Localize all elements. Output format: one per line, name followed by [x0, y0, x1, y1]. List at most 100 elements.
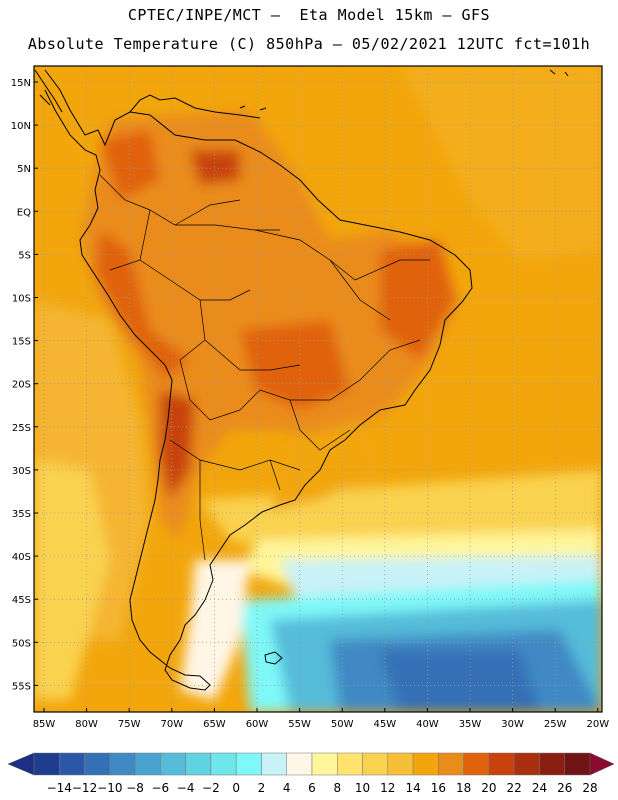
lon-label: 60W [246, 719, 269, 730]
coastlines [34, 69, 569, 691]
lon-label: 25W [544, 719, 567, 730]
lat-label: 55S [12, 681, 31, 692]
colorbar-box [235, 752, 262, 776]
field-northeast-brazil-hot [380, 240, 455, 360]
lon-label: 75W [118, 719, 141, 730]
colorbar-label: 10 [355, 781, 370, 795]
latitude-labels: 15N 10N 5N EQ 5S 10S 15S 20S 25S 30S 35S 40S 45S 50S 5… [11, 78, 38, 692]
colorbar-label: 0 [232, 781, 240, 795]
lon-label: 80W [75, 719, 98, 730]
colorbar-box [286, 752, 313, 776]
colorbar-box [564, 752, 591, 776]
lon-label: 65W [203, 719, 226, 730]
field-venezuela-hot [190, 150, 240, 185]
lat-label: 10N [11, 121, 31, 132]
colorbar-box [311, 752, 338, 776]
lat-label: 20S [12, 380, 31, 391]
south-america-coastline [44, 69, 473, 691]
lat-label: 10S [12, 294, 31, 305]
lon-label: 30W [501, 719, 524, 730]
colorbar-box [463, 752, 490, 776]
temperature-field [34, 66, 602, 712]
lat-label: 15N [11, 78, 31, 89]
colorbar-box [109, 752, 136, 776]
temperature-map: 15N 10N 5N EQ 5S 10S 15S 20S 25S 30S 35S 40S 45S 50S 5… [11, 65, 609, 730]
colorbar-box [337, 752, 363, 776]
lon-label: 20W [586, 719, 609, 730]
colorbar-box [134, 752, 161, 776]
caribbean-islands [239, 69, 569, 111]
colorbar-box [362, 752, 389, 776]
colorbar-label: 20 [481, 781, 496, 795]
colorbar-label: −6 [152, 781, 170, 795]
colorbar-label: 26 [557, 781, 572, 795]
colorbar-boxes [7, 752, 615, 776]
colorbar-label: −2 [202, 781, 220, 795]
colorbar-box [539, 752, 565, 776]
colorbar-label: 8 [333, 781, 341, 795]
colorbar-label: −4 [177, 781, 195, 795]
colorbar-label: 12 [380, 781, 395, 795]
colorbar-under-arrow [7, 752, 35, 776]
colorbar-label: 18 [456, 781, 471, 795]
country-borders [99, 174, 430, 561]
colorbar-label: −12 [72, 781, 97, 795]
colorbar-label: −8 [126, 781, 144, 795]
field-pacific-south [34, 460, 110, 700]
lat-label: 40S [12, 552, 31, 563]
map-frame [33, 65, 603, 713]
field-colombia-hot [100, 130, 160, 200]
colorbar-label: −14 [47, 781, 72, 795]
lat-label: 25S [12, 423, 31, 434]
colorbar-box [513, 752, 540, 776]
lon-label: 40W [416, 719, 439, 730]
colorbar-labels: −14 −12 −10 −8 −6 −4 −2 0 2 4 6 8 10 12 14 16 18 20 22 24 26… [47, 781, 598, 795]
lon-label: 50W [331, 719, 354, 730]
colorbar-box [210, 752, 237, 776]
longitude-labels: 85W 80W 75W 70W 65W 60W 55W 50W 45W 40W 35W 30W 25W 2… [33, 708, 609, 730]
colorbar-box [261, 752, 287, 776]
caribbean-coast [129, 94, 261, 119]
lat-label: 15S [12, 337, 31, 348]
colorbar-box [59, 752, 85, 776]
colorbar-box [185, 752, 212, 776]
lat-label: 50S [12, 638, 31, 649]
lat-label: 35S [12, 509, 31, 520]
field-andes-hot [95, 230, 190, 380]
falkland-islands [264, 651, 283, 665]
colorbar-label: 28 [582, 781, 597, 795]
lat-label: 5S [18, 250, 31, 261]
lat-lon-grid [34, 66, 602, 712]
colorbar-label: 16 [431, 781, 446, 795]
colorbar-box [412, 752, 439, 776]
field-patagonia-pale [180, 560, 250, 700]
field-cold-core [380, 650, 540, 712]
colorbar-box [488, 752, 515, 776]
field-southeast [270, 420, 380, 510]
chart-title: CPTEC/INPE/MCT – Eta Model 15km – GFS [127, 6, 491, 24]
lon-label: 45W [373, 719, 396, 730]
lat-label: 45S [12, 595, 31, 606]
colorbar-label: 24 [532, 781, 547, 795]
lon-label: 35W [459, 719, 482, 730]
lon-label: 70W [160, 719, 183, 730]
colorbar-label: −10 [97, 781, 122, 795]
field-northeast-ocean [400, 66, 602, 260]
lon-label: 55W [288, 719, 311, 730]
colorbar-label: 2 [258, 781, 266, 795]
colorbar-box [33, 752, 60, 776]
lat-label: 30S [12, 466, 31, 477]
lat-label: EQ [17, 207, 31, 218]
colorbar-label: 22 [507, 781, 522, 795]
border-lines [99, 174, 430, 561]
central-america [34, 69, 63, 113]
colorbar-over-arrow [589, 752, 615, 776]
colorbar-box [160, 752, 186, 776]
colorbar: −14 −12 −10 −8 −6 −4 −2 0 2 4 6 8 10 12 14 16 18 20 22 24 26… [7, 752, 615, 795]
colorbar-box [84, 752, 111, 776]
field-central-brazil-hot [240, 320, 350, 410]
colorbar-label: 14 [405, 781, 420, 795]
colorbar-box [387, 752, 414, 776]
colorbar-box [438, 752, 464, 776]
lon-label: 85W [33, 719, 56, 730]
